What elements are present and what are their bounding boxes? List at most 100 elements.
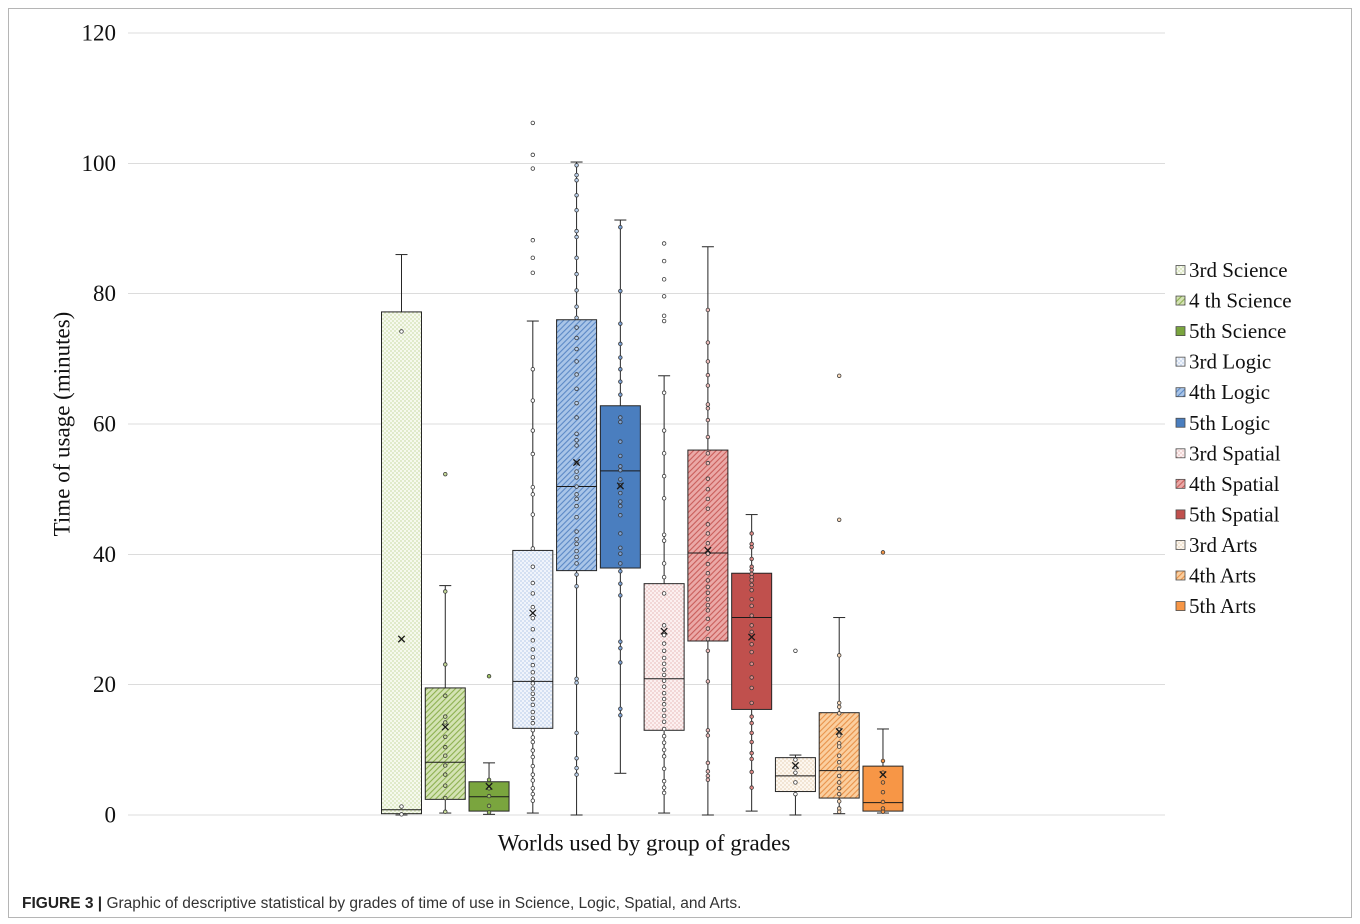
- data-point: [661, 684, 667, 689]
- data-point: [618, 569, 623, 574]
- data-point: [530, 786, 536, 791]
- legend-swatch: [1175, 265, 1186, 275]
- data-point: [749, 750, 754, 756]
- data-point: [618, 490, 623, 496]
- figure-frame: [8, 8, 1352, 918]
- box-4-th-science: [424, 687, 466, 800]
- data-point: [399, 804, 404, 809]
- legend-label: 5th Logic: [1189, 411, 1270, 435]
- data-point: [705, 777, 711, 783]
- data-point: [705, 359, 711, 364]
- outlier-point: [880, 550, 886, 555]
- box-group-4-th-science: [424, 471, 466, 814]
- mean-marker: [879, 770, 887, 779]
- data-point: [705, 578, 711, 583]
- data-point: [749, 700, 754, 706]
- data-point: [705, 679, 711, 684]
- data-point: [705, 434, 711, 440]
- data-point: [837, 773, 842, 779]
- box-group-5th-spatial: [731, 514, 773, 812]
- data-point: [530, 627, 536, 632]
- data-point: [880, 789, 886, 795]
- legend-label: 4th Logic: [1189, 380, 1270, 404]
- data-point: [705, 406, 711, 411]
- data-point: [574, 372, 579, 377]
- box-group-3rd-arts: [774, 648, 816, 816]
- data-point: [749, 567, 754, 573]
- legend-swatch: [1175, 326, 1186, 337]
- data-point: [618, 453, 623, 459]
- data-point: [443, 753, 448, 758]
- data-point: [574, 288, 579, 293]
- data-point: [530, 591, 536, 596]
- data-point: [793, 757, 798, 762]
- data-point: [574, 193, 579, 198]
- box-group-5th-arts: [862, 550, 904, 814]
- legend-label: 5th Arts: [1189, 594, 1256, 618]
- data-point: [705, 402, 711, 407]
- mean-marker: [397, 635, 406, 643]
- data-point: [749, 587, 754, 593]
- data-point: [574, 537, 579, 542]
- data-point: [837, 700, 842, 706]
- data-point: [749, 629, 754, 635]
- data-point: [574, 554, 579, 560]
- data-point: [661, 623, 667, 628]
- legend-item-4th-spatial: 4th Spatial: [1175, 472, 1280, 496]
- data-point: [618, 464, 623, 469]
- data-point: [618, 645, 623, 651]
- data-point: [618, 706, 623, 711]
- data-point: [530, 728, 536, 733]
- data-point: [837, 653, 842, 658]
- data-point: [618, 531, 623, 536]
- box-group-5th-logic: [599, 219, 641, 774]
- data-point: [618, 415, 623, 420]
- box-group-5th-science: [468, 673, 510, 815]
- data-point: [705, 728, 711, 733]
- data-point: [661, 690, 667, 696]
- data-point: [618, 439, 623, 444]
- outlier-point: [661, 241, 667, 246]
- data-point: [661, 496, 667, 501]
- data-point: [705, 417, 711, 423]
- data-point: [618, 513, 623, 518]
- data-point: [530, 564, 536, 569]
- legend: 3rd Science 4 th Science 5th Science 3rd Lo…: [1175, 258, 1292, 618]
- legend-swatch: [1175, 448, 1186, 459]
- legend-swatch: [1175, 601, 1186, 611]
- outlier-point: [661, 318, 667, 324]
- outlier-point: [837, 517, 842, 522]
- data-point: [661, 790, 667, 796]
- data-point: [837, 786, 842, 791]
- data-point: [661, 641, 667, 646]
- data-point: [618, 341, 623, 347]
- legend-swatch: [1175, 356, 1186, 367]
- data-point: [661, 451, 667, 456]
- data-point: [530, 735, 536, 740]
- data-point: [618, 477, 623, 482]
- data-point: [793, 791, 798, 797]
- data-point: [530, 546, 536, 551]
- data-point: [530, 662, 536, 668]
- data-point: [618, 367, 623, 372]
- data-point: [661, 678, 667, 683]
- data-point: [530, 647, 536, 652]
- data-point: [705, 769, 711, 774]
- data-point: [574, 572, 579, 577]
- data-point: [661, 754, 667, 759]
- data-point: [837, 704, 842, 710]
- legend-item-3rd-logic: 3rd Logic: [1175, 350, 1271, 374]
- data-point: [574, 765, 579, 771]
- data-point: [837, 733, 842, 738]
- data-point: [749, 597, 754, 602]
- data-point: [574, 172, 579, 178]
- data-point: [574, 676, 579, 682]
- data-point: [749, 642, 754, 647]
- data-point: [749, 785, 754, 790]
- box-plot-chart: 0 20 40 60 80 100 120 3rd Science 4 th Science 5…: [50, 21, 1292, 856]
- data-point: [705, 616, 711, 622]
- data-point: [574, 315, 579, 320]
- data-point: [530, 451, 536, 457]
- data-point: [530, 691, 536, 696]
- mean-marker: [572, 458, 581, 467]
